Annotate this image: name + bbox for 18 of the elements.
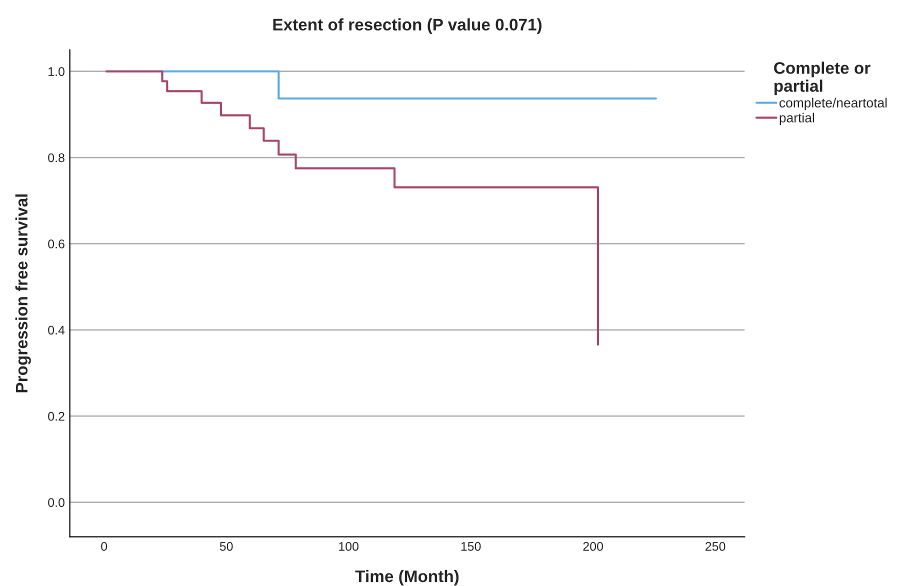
y-tick-label: 0.6 [48,240,64,248]
y-tick-label: 0.8 [48,153,64,162]
y-tick-label: 0.4 [48,326,65,335]
legend-title: Complete or partial [774,62,870,96]
legend-label: complete/neartotal [780,98,887,110]
legend-label: partial [780,112,814,126]
x-tick-label: 200 [583,542,603,551]
chart-title: Extent of resection (P value 0.071) [273,18,542,34]
x-axis-title: Time (Month) [355,570,459,586]
y-tick-label: 0.2 [48,412,64,421]
x-tick-label: 50 [220,542,233,551]
y-axis-title: Progression free survival [15,194,31,392]
x-tick-label: 0 [101,542,108,551]
y-tick-label: 0.0 [48,498,64,507]
x-tick-label: 100 [339,542,359,551]
y-tick-label: 1.0 [48,67,64,76]
x-tick-label: 250 [706,542,726,551]
x-tick-label: 150 [461,542,481,551]
